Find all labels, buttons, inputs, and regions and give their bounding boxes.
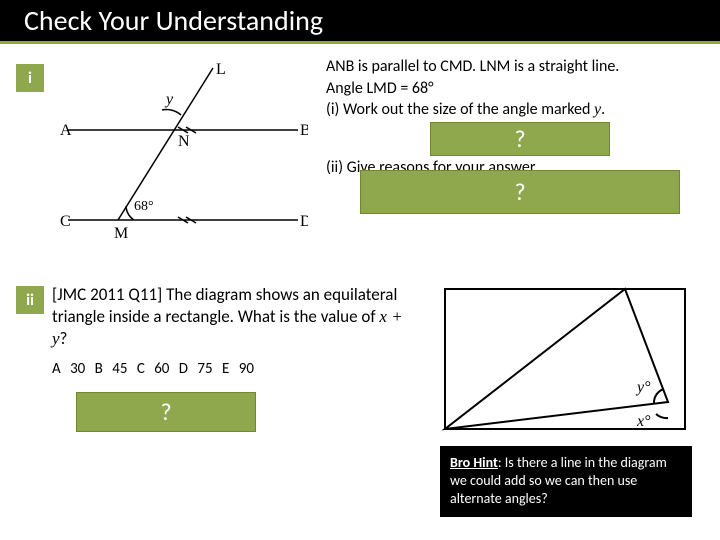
reveal-answer-iii[interactable]: ? [76,392,256,432]
label-D: D [300,213,308,230]
q1-line2: Angle LMD = 68° [326,78,619,100]
q1-line1: ANB is parallel to CMD. LNM is a straigh… [326,56,619,78]
label-angle-68: 68° [134,199,154,214]
label-y: y [164,91,174,108]
label-N: N [178,133,190,150]
q2-diagram: y° x° [440,284,690,434]
label-B: B [300,122,308,139]
hint-label: Bro Hint [450,454,498,471]
label-x-deg: x° [636,413,651,430]
label-y-deg: y° [635,379,651,396]
q1-diagram: A B C D L N M y 68° [58,60,308,250]
reveal-answer-ii[interactable]: ? [360,170,680,214]
label-L: L [216,61,226,78]
header-bar: Check Your Understanding [0,0,720,44]
page-title: Check Your Understanding [24,3,323,38]
label-M: M [114,225,128,242]
q1-text-block: ANB is parallel to CMD. LNM is a straigh… [326,56,619,178]
q1-line3: (i) Work out the size of the angle marke… [326,99,619,121]
q2-text-block: [JMC 2011 Q11] The diagram shows an equi… [52,284,412,350]
hint-box: Bro Hint: Is there a line in the diagram… [440,446,692,517]
reveal-answer-i[interactable]: ? [430,122,610,156]
q2-options: A 30 B 45 C 60 D 75 E 90 [52,360,254,378]
badge-question-i: i [16,64,44,92]
badge-question-ii: ii [16,286,44,314]
label-A: A [60,122,72,139]
label-C: C [60,213,71,230]
